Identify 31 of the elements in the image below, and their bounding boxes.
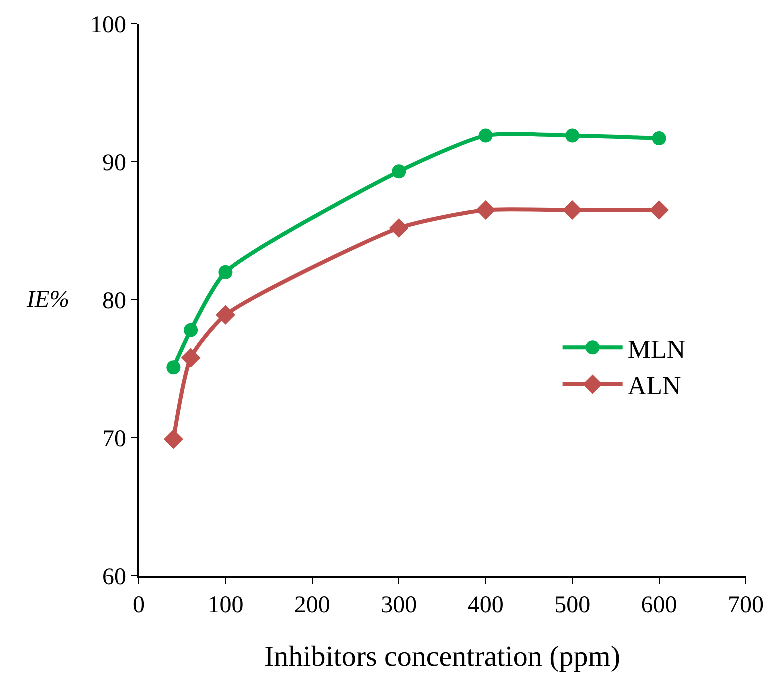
point: [218, 265, 233, 280]
point: [181, 348, 201, 368]
point: [184, 323, 198, 338]
point: [216, 305, 236, 325]
y-tick-label: 80: [102, 288, 126, 314]
point: [650, 200, 670, 220]
point: [652, 132, 666, 146]
point: [389, 218, 409, 238]
point: [476, 200, 496, 220]
point: [166, 360, 181, 375]
point: [566, 128, 580, 143]
point: [164, 430, 184, 450]
legend-label: ALN: [628, 372, 682, 401]
x-tick-label: 300: [381, 592, 418, 619]
x-tick-label: 700: [728, 592, 764, 619]
y-tick-label: 70: [102, 426, 126, 452]
point: [478, 128, 493, 143]
legend-label: MLN: [628, 334, 686, 364]
point: [562, 200, 582, 220]
x-tick-label: 500: [554, 592, 591, 619]
x-tick-label: 0: [133, 592, 145, 619]
y-tick-label: 90: [102, 150, 126, 176]
x-axis-title: Inhibitors concentration (ppm): [264, 640, 620, 673]
y-tick-label: 100: [90, 12, 126, 38]
x-tick-label: 400: [468, 592, 504, 619]
y-axis-title: IE%: [26, 287, 70, 313]
x-tick-label: 100: [208, 592, 244, 619]
x-tick-label: 600: [641, 592, 678, 619]
point: [392, 164, 406, 179]
x-tick-label: 200: [294, 592, 330, 619]
y-tick-label: 60: [102, 564, 126, 590]
